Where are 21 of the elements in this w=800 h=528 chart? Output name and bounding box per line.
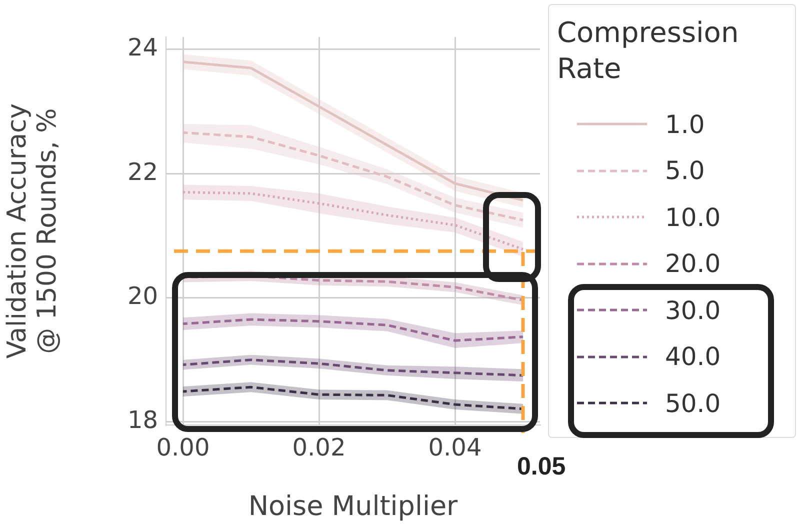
x-axis-title: Noise Multiplier	[248, 490, 459, 522]
ref-line-label: 0.05	[517, 452, 566, 480]
legend-label: 10.0	[665, 202, 721, 232]
x-tick-label: 0.02	[292, 434, 346, 462]
y-tick-label: 22	[127, 158, 158, 186]
y-axis-title: Validation Accuracy @ 1500 Rounds, %	[2, 103, 63, 359]
line-series	[182, 318, 524, 342]
y-tick-label: 20	[127, 282, 158, 310]
line-series	[182, 190, 524, 251]
x-tick-label: 0.00	[156, 434, 210, 462]
legend-label: 30.0	[665, 296, 721, 325]
y-tick-label: 18	[127, 406, 158, 434]
legend-title: Compression Rate	[557, 15, 740, 87]
y-tick-label: 24	[127, 34, 158, 62]
line-series	[182, 358, 524, 377]
legend-label: 50.0	[665, 388, 721, 418]
legend-label: 5.0	[665, 156, 705, 186]
legend-label: 20.0	[665, 249, 721, 278]
legend-label: 40.0	[665, 342, 721, 372]
x-tick-label: 0.04	[428, 434, 482, 462]
legend-label: 1.0	[665, 110, 705, 139]
